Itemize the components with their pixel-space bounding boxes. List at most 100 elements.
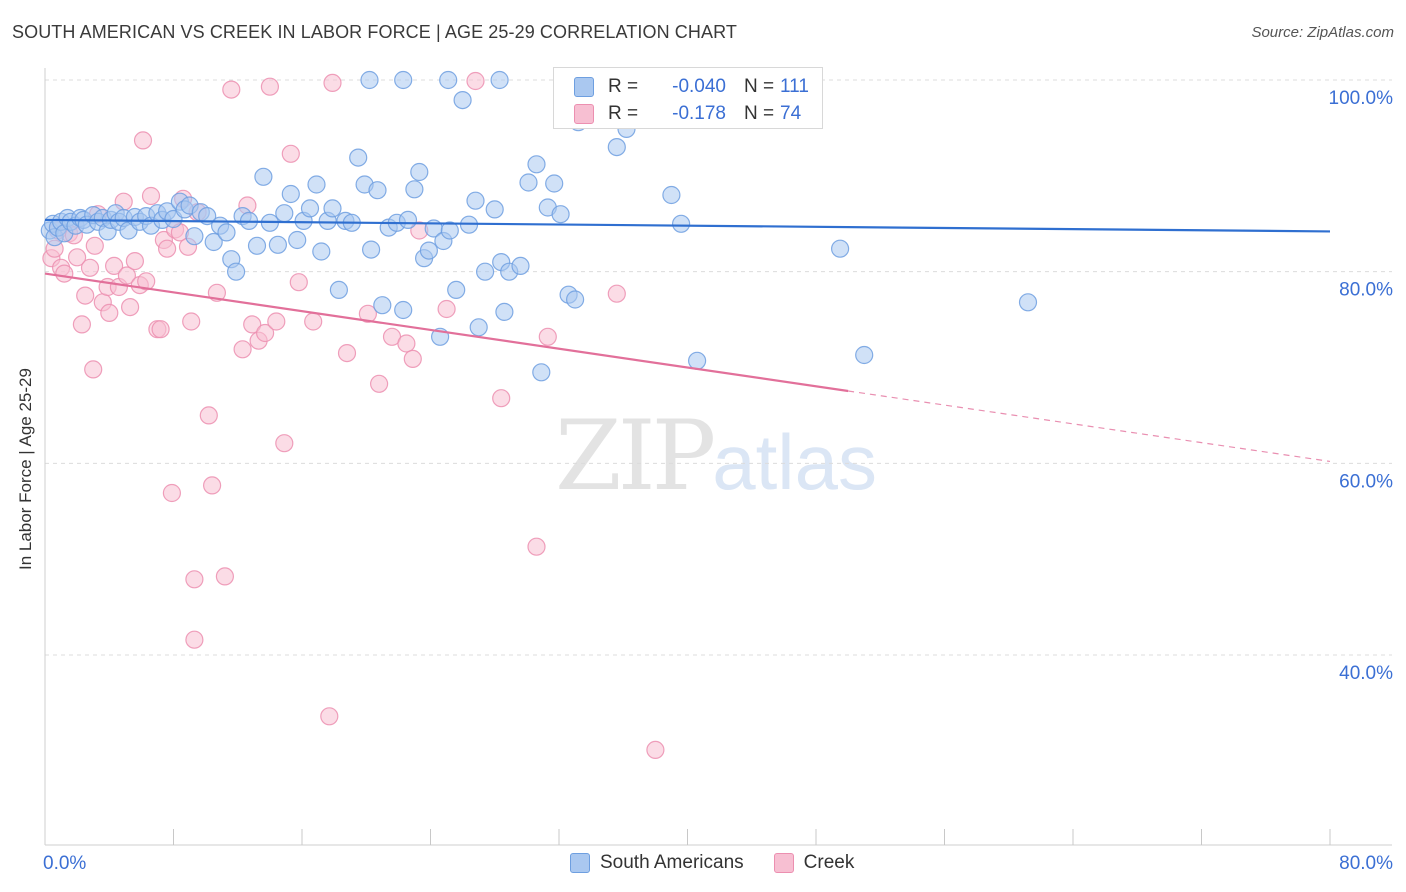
point-creek-37 (185, 570, 204, 589)
point-creek-51 (275, 434, 294, 453)
point-south-americans-74 (440, 221, 459, 240)
point-creek-39 (199, 406, 218, 425)
x-tick-label-max: 80.0% (1339, 853, 1393, 874)
point-creek-25 (137, 272, 156, 291)
point-creek-64 (437, 299, 456, 319)
point-creek-70 (646, 740, 665, 760)
point-south-americans-91 (551, 205, 570, 224)
point-south-americans-60 (362, 240, 381, 259)
data-points (40, 70, 1038, 760)
x-tick-labels: 0.0% 80.0% (43, 853, 1393, 874)
point-south-americans-62 (373, 296, 392, 315)
y-tick-label-40: 40.0% (1339, 663, 1393, 684)
point-south-americans-35 (204, 232, 223, 252)
legend-n-label: N = (744, 76, 775, 97)
point-creek-61 (397, 334, 416, 353)
point-south-americans-75 (447, 280, 466, 299)
point-south-americans-42 (247, 236, 267, 255)
legend-r-value-creek: -0.178 (672, 103, 726, 124)
x-tick-label-min: 0.0% (43, 853, 86, 874)
point-south-americans-39 (227, 262, 246, 281)
point-south-americans-46 (275, 204, 294, 223)
point-creek-9 (76, 286, 95, 305)
point-creek-49 (260, 77, 279, 96)
legend-row-south-americans: R = -0.040 N = 111 (574, 74, 809, 100)
point-creek-57 (337, 344, 357, 363)
point-south-americans-61 (368, 181, 387, 200)
point-south-americans-54 (323, 199, 342, 218)
point-south-americans-108 (490, 70, 509, 90)
point-south-americans-65 (394, 300, 413, 320)
legend-swatch-south-americans (574, 77, 594, 97)
point-south-americans-32 (185, 227, 204, 246)
series-legend-south-americans[interactable]: South Americans (570, 852, 744, 874)
zipatlas-watermark: ZIPatlas (555, 400, 877, 512)
point-south-americans-81 (485, 200, 504, 219)
point-south-americans-107 (439, 70, 458, 90)
point-creek-62 (403, 349, 422, 368)
series-swatch-south-americans (570, 853, 590, 873)
point-creek-16 (100, 303, 119, 322)
point-south-americans-79 (469, 318, 488, 337)
point-creek-56 (323, 73, 342, 93)
point-south-americans-110 (360, 70, 379, 90)
point-south-americans-76 (453, 90, 472, 110)
legend-swatch-creek (574, 104, 594, 124)
point-south-americans-100 (671, 214, 691, 233)
point-south-americans-86 (519, 173, 538, 192)
point-creek-66 (492, 389, 511, 408)
grid-lines (45, 79, 1392, 656)
point-south-americans-85 (511, 256, 530, 275)
watermark-atlas: atlas (712, 418, 877, 506)
point-south-americans-96 (607, 138, 626, 157)
point-creek-44 (233, 340, 252, 359)
point-south-americans-48 (288, 230, 307, 250)
point-creek-48 (256, 323, 275, 343)
point-south-americans-87 (527, 155, 546, 174)
point-south-americans-45 (268, 235, 287, 254)
watermark-zip: ZIP (555, 400, 716, 512)
stats-legend: R = -0.040 N = 111 R = -0.178 N = 74 (553, 67, 823, 129)
point-creek-36 (182, 312, 201, 331)
point-south-americans-66 (398, 210, 418, 229)
point-creek-65 (466, 71, 485, 91)
point-south-americans-104 (830, 239, 850, 258)
point-creek-43 (222, 80, 241, 99)
point-creek-46 (243, 315, 262, 334)
point-creek-54 (304, 312, 323, 331)
chart-source: Source: ZipAtlas.com (1251, 24, 1394, 41)
point-south-americans-51 (307, 175, 326, 194)
point-creek-31 (162, 483, 181, 503)
point-creek-40 (203, 476, 222, 495)
series-name-south-americans: South Americans (600, 852, 744, 873)
point-south-americans-78 (466, 191, 485, 210)
y-tick-label-80: 80.0% (1339, 280, 1393, 301)
point-south-americans-70 (419, 241, 438, 260)
point-south-americans-102 (687, 351, 707, 370)
point-creek-7 (67, 248, 87, 267)
point-creek-50 (267, 312, 286, 331)
legend-n-value-south-americans: 111 (780, 76, 809, 97)
axes (44, 68, 1392, 846)
series-legend-creek[interactable]: Creek (773, 852, 854, 874)
series-swatch-creek (773, 853, 794, 873)
series-legend: South Americans Creek (570, 852, 884, 874)
point-south-americans-88 (532, 363, 551, 382)
point-south-americans-83 (495, 302, 514, 321)
point-south-americans-68 (410, 162, 429, 182)
point-south-americans-47 (281, 184, 300, 204)
point-creek-68 (538, 327, 557, 346)
legend-n-value-creek: 74 (780, 103, 802, 124)
y-tick-label-100: 100.0% (1329, 88, 1394, 109)
point-creek-28 (151, 320, 170, 339)
point-creek-11 (84, 360, 103, 379)
point-south-americans-105 (1018, 293, 1038, 312)
point-south-americans-50 (300, 199, 320, 218)
point-creek-8 (72, 315, 92, 334)
trend-lines (44, 218, 1331, 463)
point-south-americans-80 (476, 262, 495, 281)
point-creek-21 (121, 298, 140, 317)
point-creek-67 (527, 537, 546, 556)
trend-line-creek-extension (848, 390, 1331, 463)
point-south-americans-67 (405, 180, 424, 199)
